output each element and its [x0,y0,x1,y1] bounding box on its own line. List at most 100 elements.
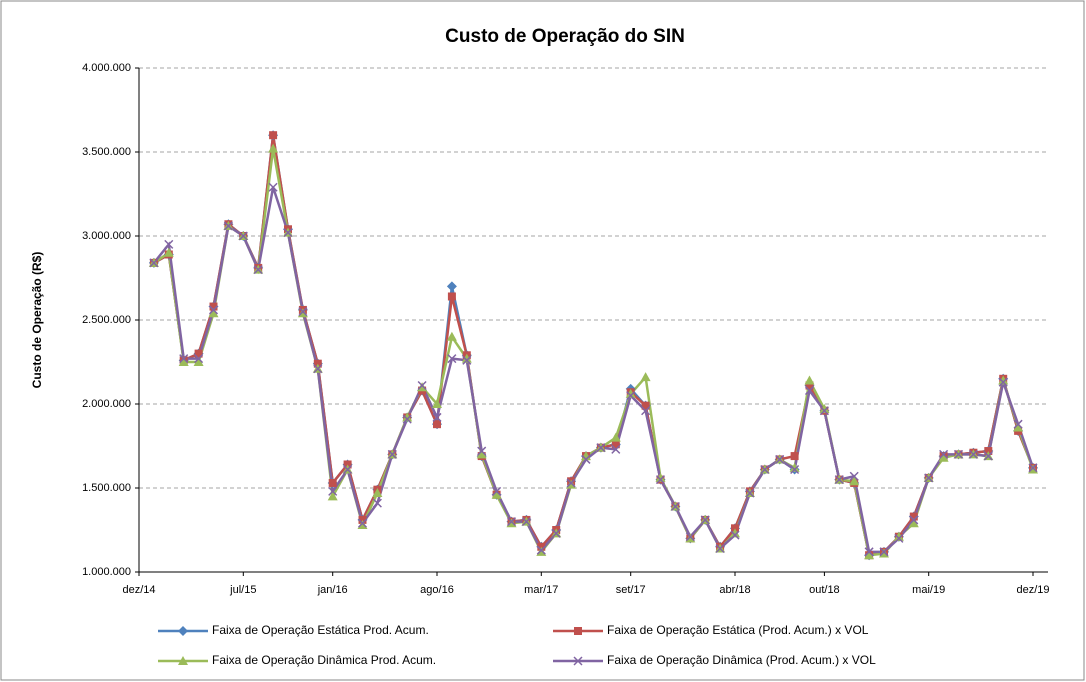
data-point [343,464,353,475]
data-point [655,472,666,482]
data-point [193,357,204,366]
data-point [432,399,442,408]
x-tick-label: dez/14 [122,584,155,596]
legend-marker [178,626,188,636]
y-tick-label: 3.500.000 [82,146,131,158]
data-point [804,375,815,385]
data-point [209,302,218,311]
data-point [700,515,710,525]
data-point [164,239,174,249]
data-point [476,449,487,459]
y-tick-label: 1.500.000 [82,482,131,494]
data-point [908,518,919,528]
data-point [372,498,382,508]
data-point [983,451,993,461]
data-point [269,131,278,140]
y-tick-label: 1.000.000 [82,566,131,578]
data-point [402,412,413,422]
x-tick-label: set/17 [616,584,646,596]
data-point [566,478,576,488]
data-point [998,377,1008,387]
data-point [253,265,263,275]
data-point [208,305,219,315]
data-point [417,380,427,391]
data-point [179,354,189,364]
data-point [433,420,441,429]
data-point [775,454,785,464]
data-point [461,353,472,363]
data-point [715,543,725,554]
data-point [879,547,889,557]
data-point [834,475,844,485]
data-point [626,391,636,401]
data-point [968,449,978,459]
data-point [328,478,337,487]
data-point [819,406,829,416]
data-point [804,386,815,396]
data-point [819,404,830,414]
data-point [894,533,904,543]
data-point [953,449,964,459]
data-point [521,517,531,527]
legend-marker [573,656,583,666]
data-point [313,364,323,374]
x-tick-label: jul/15 [229,584,256,596]
data-point [492,486,502,496]
data-point [283,228,293,238]
legend-marker [574,627,582,635]
chart-title: Custo de Operação do SIN [445,26,685,47]
data-point [849,471,859,481]
data-point [893,531,904,541]
data-point [372,488,383,498]
y-tick-label: 3.000.000 [82,230,131,242]
data-point [655,475,666,485]
data-point [358,515,367,524]
data-point [402,414,412,424]
data-point [641,401,650,410]
y-tick-label: 4.000.000 [82,62,131,74]
data-point [864,550,875,560]
legend-label: Faixa de Operação Estática (Prod. Acum.)… [607,623,869,637]
x-tick-label: abr/18 [719,584,750,596]
data-point [625,388,636,398]
legend-label: Faixa de Operação Estática Prod. Acum. [212,623,429,637]
x-tick-label: out/18 [809,584,840,596]
x-tick-label: dez/19 [1016,584,1049,596]
data-point [909,512,918,521]
data-point [640,372,651,382]
data-point [641,406,651,416]
data-point [611,444,621,454]
data-point [447,354,457,364]
data-point [194,354,204,364]
data-point [551,528,561,538]
data-point [343,460,352,469]
data-point [194,349,203,358]
data-point [537,542,546,551]
data-point [685,532,695,542]
data-point [313,359,322,368]
y-tick-label: 2.000.000 [82,398,131,410]
data-point [939,449,949,459]
data-point [268,143,279,153]
legend-marker [178,656,188,665]
data-point [581,454,591,464]
data-point [223,221,233,231]
data-point [163,247,174,257]
data-point [447,292,456,301]
data-point [149,258,159,268]
data-point [938,452,949,462]
data-point [790,464,800,475]
data-point [328,486,338,496]
y-axis-title: Custo de Operação (R$) [30,252,44,389]
data-point [805,381,814,390]
data-point [208,308,219,318]
data-point [446,281,457,292]
data-point [387,449,397,459]
data-point [238,231,248,241]
data-point [984,447,993,456]
data-point [178,357,189,366]
data-point [1013,422,1024,432]
data-point [731,524,739,533]
